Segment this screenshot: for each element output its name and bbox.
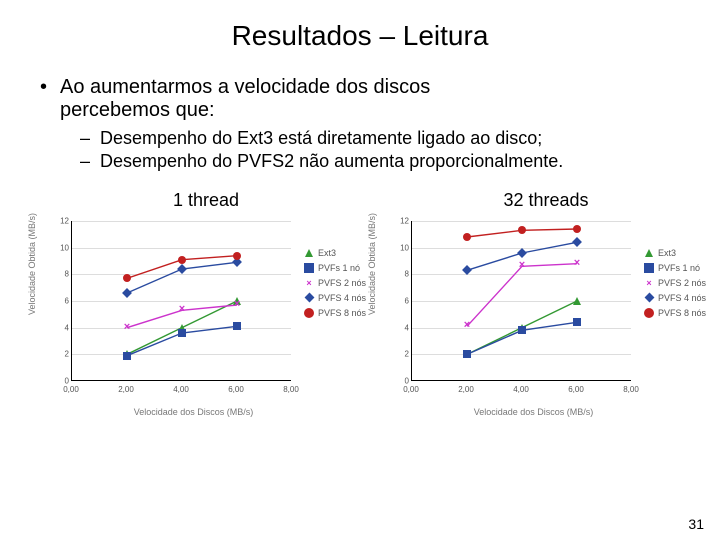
bullet-main-line2: percebemos que:	[60, 99, 215, 121]
legend-item: × PVFS 2 nós	[644, 275, 716, 290]
legend: Ext3 PVFs 1 nó × PVFS 2 nós PVFS 4 nós PVFS 8…	[304, 245, 376, 320]
legend-swatch	[304, 248, 314, 258]
chart-left-col: 1 thread Velocidade Obtida (MB/s)Velocid…	[36, 190, 376, 415]
series-marker	[518, 326, 526, 334]
legend-label: PVFS 2 nós	[658, 278, 706, 288]
legend-swatch	[644, 293, 654, 303]
y-tick: 12	[54, 217, 69, 226]
series-marker	[233, 252, 241, 260]
legend-label: PVFS 2 nós	[318, 278, 366, 288]
y-tick: 2	[394, 350, 409, 359]
legend-swatch	[304, 263, 314, 273]
x-tick: 4,00	[513, 385, 529, 394]
legend-swatch	[644, 248, 654, 258]
legend-label: PVFS 4 nós	[658, 293, 706, 303]
series-marker	[233, 322, 241, 330]
bullet-main-line1: Ao aumentarmos a velocidade dos discos	[60, 76, 430, 98]
x-tick: 6,00	[228, 385, 244, 394]
series-marker	[463, 350, 471, 358]
legend-label: PVFs 1 nó	[318, 263, 360, 273]
legend-item: PVFS 8 nós	[644, 305, 716, 320]
series-marker: ×	[178, 306, 186, 314]
x-tick: 0,00	[63, 385, 79, 394]
legend-item: × PVFS 2 nós	[304, 275, 376, 290]
y-tick: 10	[394, 243, 409, 252]
series-marker	[123, 274, 131, 282]
legend-label: Ext3	[318, 248, 336, 258]
chart-left-title: 1 thread	[36, 190, 376, 211]
bullet-sub-1: Desempenho do Ext3 está diretamente liga…	[100, 128, 680, 149]
legend-item: Ext3	[304, 245, 376, 260]
x-tick: 2,00	[118, 385, 134, 394]
legend-label: PVFS 8 nós	[658, 308, 706, 318]
y-tick: 6	[394, 297, 409, 306]
x-axis-label: Velocidade dos Discos (MB/s)	[421, 407, 646, 417]
legend-label: Ext3	[658, 248, 676, 258]
legend-item: PVFS 4 nós	[644, 290, 716, 305]
legend-label: PVFs 1 nó	[658, 263, 700, 273]
x-axis-label: Velocidade dos Discos (MB/s)	[81, 407, 306, 417]
y-tick: 8	[394, 270, 409, 279]
y-tick: 6	[54, 297, 69, 306]
series-marker	[123, 352, 131, 360]
y-tick: 8	[54, 270, 69, 279]
legend-swatch: ×	[304, 278, 314, 288]
page-number: 31	[688, 516, 704, 532]
y-tick: 10	[54, 243, 69, 252]
series-marker	[463, 233, 471, 241]
charts-row: 1 thread Velocidade Obtida (MB/s)Velocid…	[30, 190, 690, 415]
legend-swatch	[644, 308, 654, 318]
legend-item: PVFS 4 nós	[304, 290, 376, 305]
x-tick: 8,00	[283, 385, 299, 394]
series-marker	[518, 226, 526, 234]
x-tick: 8,00	[623, 385, 639, 394]
legend-label: PVFS 4 nós	[318, 293, 366, 303]
slide-title: Resultados – Leitura	[30, 20, 690, 52]
series-line	[467, 264, 577, 327]
y-axis-label: Velocidade Obtida (MB/s)	[27, 213, 37, 315]
legend-swatch	[304, 308, 314, 318]
x-tick: 2,00	[458, 385, 474, 394]
series-marker	[573, 318, 581, 326]
legend-item: PVFS 8 nós	[304, 305, 376, 320]
series-marker: ×	[463, 322, 471, 330]
y-tick: 4	[394, 323, 409, 332]
y-tick: 2	[54, 350, 69, 359]
x-tick: 6,00	[568, 385, 584, 394]
plot-area: × × ×	[71, 221, 291, 381]
y-tick: 12	[394, 217, 409, 226]
chart-right: Velocidade Obtida (MB/s)Velocidade dos D…	[376, 215, 716, 415]
series-marker	[573, 297, 581, 305]
bullet-main: Ao aumentarmos a velocidade dos discos p…	[60, 76, 680, 122]
series-marker	[178, 256, 186, 264]
legend-swatch: ×	[644, 278, 654, 288]
chart-left: Velocidade Obtida (MB/s) Velocidade dos D…	[36, 215, 376, 415]
y-axis-label: Velocidade Obtida (MB/s)	[367, 213, 377, 315]
y-tick: 4	[54, 323, 69, 332]
series-marker: ×	[518, 262, 526, 270]
bullet-sub-2: Desempenho do PVFS2 não aumenta proporci…	[100, 151, 680, 172]
series-marker: ×	[233, 301, 241, 309]
series-marker: ×	[573, 260, 581, 268]
series-marker	[178, 329, 186, 337]
legend-item: Ext3	[644, 245, 716, 260]
chart-right-col: 32 threads Velocidade Obtida (MB/s)Veloc…	[376, 190, 716, 415]
x-tick: 0,00	[403, 385, 419, 394]
legend-swatch	[304, 293, 314, 303]
legend: Ext3 PVFs 1 nó × PVFS 2 nós PVFS 4 nós PVFS 8…	[644, 245, 716, 320]
slide: Resultados – Leitura Ao aumentarmos a ve…	[0, 0, 720, 415]
x-tick: 4,00	[173, 385, 189, 394]
lines-svg	[412, 221, 632, 381]
legend-label: PVFS 8 nós	[318, 308, 366, 318]
chart-right-title: 32 threads	[376, 190, 716, 211]
series-marker: ×	[123, 324, 131, 332]
legend-swatch	[644, 263, 654, 273]
legend-item: PVFs 1 nó	[304, 260, 376, 275]
lines-svg	[72, 221, 292, 381]
plot-area: × × ×	[411, 221, 631, 381]
legend-item: PVFs 1 nó	[644, 260, 716, 275]
series-marker	[573, 225, 581, 233]
